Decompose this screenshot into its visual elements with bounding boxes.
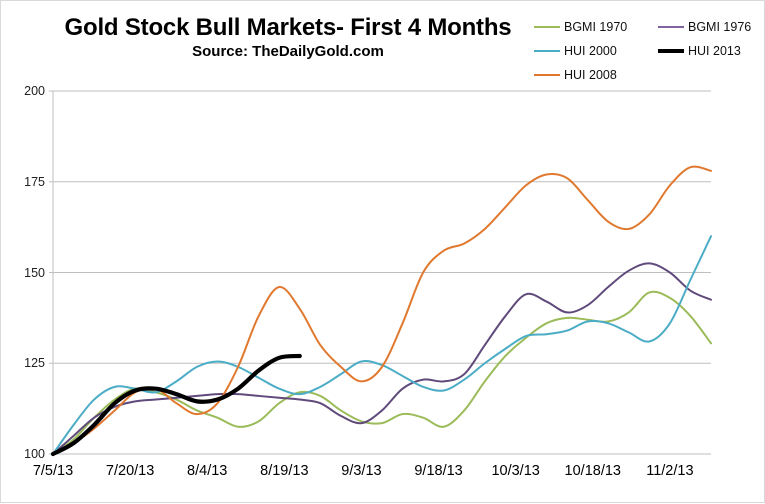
x-tick-label: 10/18/13 (564, 463, 621, 479)
legend-swatch-icon (534, 74, 560, 76)
y-tick-label: 125 (24, 356, 45, 371)
legend-item-hui-2013[interactable]: HUI 2013 (658, 39, 760, 63)
legend-label: HUI 2013 (688, 44, 741, 58)
legend-label: HUI 2008 (564, 68, 617, 82)
chart-legend: BGMI 1970 BGMI 1976 HUI 2000 HUI 2013 HUI 20… (534, 15, 760, 87)
series-line-hui-2013 (50, 353, 302, 457)
x-tick-label: 9/3/13 (341, 463, 382, 479)
x-tick-label: 8/4/13 (187, 463, 228, 479)
legend-swatch-icon (534, 50, 560, 52)
y-tick-label: 175 (24, 174, 45, 189)
y-tick-label: 150 (24, 265, 45, 280)
x-tick-label: 8/19/13 (260, 463, 309, 479)
legend-label: HUI 2000 (564, 44, 617, 58)
legend-swatch-icon (658, 49, 684, 53)
legend-swatch-icon (534, 26, 560, 28)
legend-label: BGMI 1970 (564, 20, 628, 34)
legend-item-bgmi-1976[interactable]: BGMI 1976 (658, 15, 760, 39)
x-tick-label: 9/18/13 (414, 463, 463, 479)
y-tick-label: 100 (24, 447, 45, 461)
series-line-bgmi-1976 (52, 262, 712, 455)
legend-item-bgmi-1970[interactable]: BGMI 1970 (534, 15, 658, 39)
series-line-bgmi-1970 (52, 290, 712, 455)
legend-item-hui-2000[interactable]: HUI 2000 (534, 39, 658, 63)
legend-item-hui-2008[interactable]: HUI 2008 (534, 63, 658, 87)
legend-swatch-icon (658, 26, 684, 28)
legend-label: BGMI 1976 (688, 20, 752, 34)
series-line-hui-2000 (52, 235, 712, 455)
x-tick-label: 10/3/13 (491, 463, 540, 479)
x-tick-label: 11/2/13 (646, 463, 694, 479)
y-tick-label: 200 (24, 84, 45, 98)
x-tick-label: 7/20/13 (105, 463, 155, 479)
x-tick-label: 7/5/13 (32, 463, 74, 479)
